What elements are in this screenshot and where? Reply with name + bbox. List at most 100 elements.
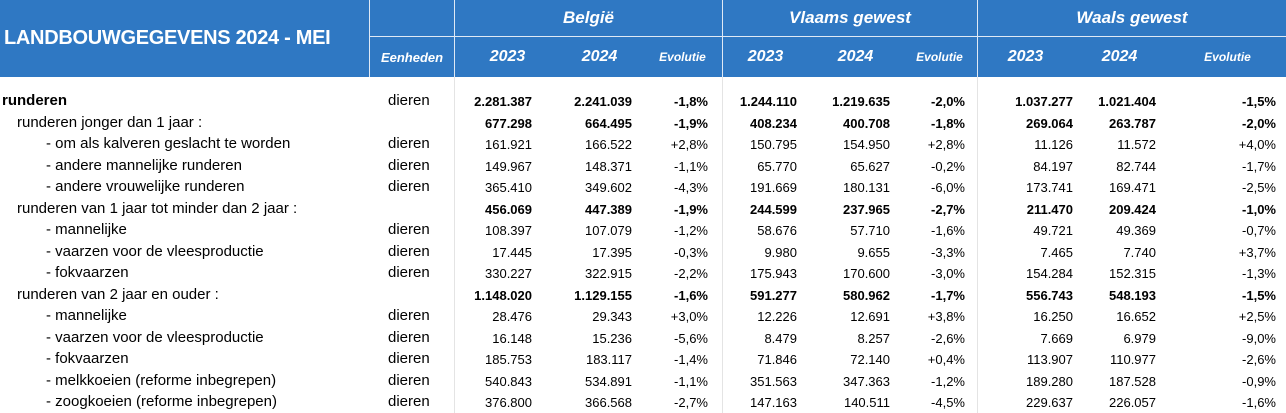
cell-be-evolutie: +3,0% bbox=[670, 309, 708, 324]
cell-wa-evolutie: -1,5% bbox=[1242, 94, 1276, 109]
cell-be-2023: 161.921 bbox=[485, 137, 532, 152]
row-unit: dieren bbox=[388, 156, 430, 174]
cell-vl-2023: 244.599 bbox=[750, 201, 797, 217]
cell-be-2023: 108.397 bbox=[485, 223, 532, 238]
cell-wa-2023: 189.280 bbox=[1026, 373, 1073, 389]
row-label: runderen van 2 jaar en ouder : bbox=[17, 285, 219, 303]
cell-wa-evolutie: -0,7% bbox=[1242, 223, 1276, 238]
cell-vl-2024: 580.962 bbox=[843, 287, 890, 303]
cell-vl-2023: 351.563 bbox=[750, 373, 797, 389]
cell-vl-2024: 72.140 bbox=[850, 352, 890, 367]
column-header-be-2023: 2023 bbox=[489, 48, 526, 65]
cell-vl-2024: 140.511 bbox=[843, 395, 890, 410]
cell-wa-evolutie: -1,0% bbox=[1242, 201, 1276, 217]
table-row: runderen jonger dan 1 jaar : 677.298 664… bbox=[0, 112, 1286, 134]
cell-be-2024: 366.568 bbox=[585, 395, 632, 410]
row-unit: dieren bbox=[388, 350, 430, 367]
cell-wa-2024: 169.471 bbox=[1109, 180, 1156, 195]
row-unit: dieren bbox=[388, 371, 430, 389]
table-row: runderen dieren 2.281.387 2.241.039 -1,8… bbox=[0, 90, 1286, 112]
column-header-vl-2023: 2023 bbox=[747, 48, 784, 65]
header-divider bbox=[977, 0, 978, 77]
group-header-belgie: België bbox=[562, 8, 615, 27]
cell-wa-2024: 6.979 bbox=[1123, 330, 1156, 346]
cell-wa-2023: 16.250 bbox=[1033, 309, 1073, 324]
cell-vl-2024: 180.131 bbox=[843, 180, 890, 195]
cell-be-evolutie: -2,2% bbox=[674, 266, 708, 281]
row-label: runderen jonger dan 1 jaar : bbox=[17, 113, 203, 131]
cell-be-evolutie: -2,7% bbox=[674, 395, 708, 410]
cell-be-evolutie: -0,3% bbox=[674, 244, 708, 260]
cell-be-2023: 1.148.020 bbox=[474, 287, 532, 303]
row-label: - mannelijke bbox=[46, 221, 127, 238]
row-label: - om als kalveren geslacht te worden bbox=[46, 135, 291, 152]
column-divider bbox=[454, 77, 455, 413]
cell-vl-2024: 347.363 bbox=[843, 373, 890, 389]
row-unit: dieren bbox=[388, 135, 430, 152]
cell-wa-2023: 84.197 bbox=[1033, 158, 1073, 174]
group-header-vlaams-gewest: Vlaams gewest bbox=[789, 8, 911, 27]
row-label: - fokvaarzen bbox=[46, 264, 129, 281]
cell-be-2024: 447.389 bbox=[585, 201, 632, 217]
cell-be-evolutie: -1,9% bbox=[674, 201, 708, 217]
cell-vl-2023: 1.244.110 bbox=[739, 94, 797, 109]
cell-be-2023: 456.069 bbox=[485, 201, 532, 217]
cell-wa-2024: 187.528 bbox=[1109, 373, 1156, 389]
cell-vl-2023: 147.163 bbox=[750, 395, 797, 410]
cell-vl-evolutie: -2,0% bbox=[931, 94, 965, 109]
column-header-wa-evolutie: Evolutie bbox=[1204, 50, 1251, 64]
cell-wa-2024: 82.744 bbox=[1116, 158, 1156, 174]
cell-vl-evolutie: -2,7% bbox=[931, 201, 965, 217]
cell-be-2023: 149.967 bbox=[485, 158, 532, 174]
table-row: - mannelijke dieren 28.476 29.343 +3,0% … bbox=[0, 305, 1286, 327]
header-divider bbox=[369, 0, 370, 77]
cell-be-evolutie: -1,1% bbox=[674, 373, 708, 389]
row-label: - zoogkoeien (reforme inbegrepen) bbox=[46, 393, 277, 410]
row-label: runderen bbox=[2, 92, 68, 109]
cell-vl-2024: 237.965 bbox=[843, 201, 890, 217]
cell-vl-2024: 65.627 bbox=[850, 158, 890, 174]
row-label: - andere vrouwelijke runderen bbox=[46, 178, 245, 195]
cell-wa-2023: 11.126 bbox=[1034, 137, 1073, 152]
cell-vl-2023: 591.277 bbox=[750, 287, 797, 303]
cell-wa-evolutie: +3,7% bbox=[1238, 244, 1276, 260]
cell-wa-2023: 49.721 bbox=[1033, 223, 1073, 238]
column-header-vl-2024: 2024 bbox=[837, 48, 874, 65]
table-row: - zoogkoeien (reforme inbegrepen) dieren… bbox=[0, 391, 1286, 413]
row-unit: dieren bbox=[388, 328, 430, 346]
cell-vl-2023: 65.770 bbox=[757, 158, 797, 174]
row-unit: dieren bbox=[388, 307, 430, 324]
cell-be-2023: 28.476 bbox=[492, 309, 532, 324]
cell-be-2024: 166.522 bbox=[585, 137, 632, 152]
cell-be-2023: 677.298 bbox=[485, 115, 532, 131]
cell-vl-evolutie: +0,4% bbox=[927, 352, 965, 367]
cell-be-evolutie: -1,4% bbox=[674, 352, 708, 367]
table-row: - vaarzen voor de vleesproductie dieren … bbox=[0, 241, 1286, 263]
cell-wa-2023: 269.064 bbox=[1026, 115, 1073, 131]
cell-wa-2024: 263.787 bbox=[1109, 115, 1156, 131]
column-header-vl-evolutie: Evolutie bbox=[916, 50, 963, 64]
cell-be-2024: 29.343 bbox=[592, 309, 632, 324]
cell-wa-2024: 548.193 bbox=[1109, 287, 1156, 303]
data-table-body: runderen dieren 2.281.387 2.241.039 -1,8… bbox=[0, 90, 1286, 413]
table-header: LANDBOUWGEGEVENS 2024 - MEI België Vlaam… bbox=[0, 0, 1286, 77]
table-row: - mannelijke dieren 108.397 107.079 -1,2… bbox=[0, 219, 1286, 241]
cell-wa-evolutie: -1,6% bbox=[1242, 395, 1276, 410]
cell-be-evolutie: -1,9% bbox=[674, 115, 708, 131]
cell-vl-2024: 8.257 bbox=[857, 330, 890, 346]
cell-vl-2023: 8.479 bbox=[764, 330, 797, 346]
cell-wa-evolutie: -1,5% bbox=[1242, 287, 1276, 303]
cell-vl-evolutie: -6,0% bbox=[931, 180, 965, 195]
row-label: - andere mannelijke runderen bbox=[46, 156, 242, 174]
column-divider bbox=[722, 77, 723, 413]
cell-vl-2023: 71.846 bbox=[757, 352, 797, 367]
cell-wa-evolutie: -2,6% bbox=[1242, 352, 1276, 367]
table-row: runderen van 1 jaar tot minder dan 2 jaa… bbox=[0, 198, 1286, 220]
column-divider bbox=[977, 77, 978, 413]
row-label: runderen van 1 jaar tot minder dan 2 jaa… bbox=[17, 199, 298, 217]
cell-be-2024: 183.117 bbox=[585, 352, 632, 367]
cell-wa-evolutie: -1,7% bbox=[1242, 158, 1276, 174]
row-unit: dieren bbox=[388, 242, 430, 260]
cell-vl-2023: 175.943 bbox=[750, 266, 797, 281]
cell-be-2023: 17.445 bbox=[492, 244, 532, 260]
